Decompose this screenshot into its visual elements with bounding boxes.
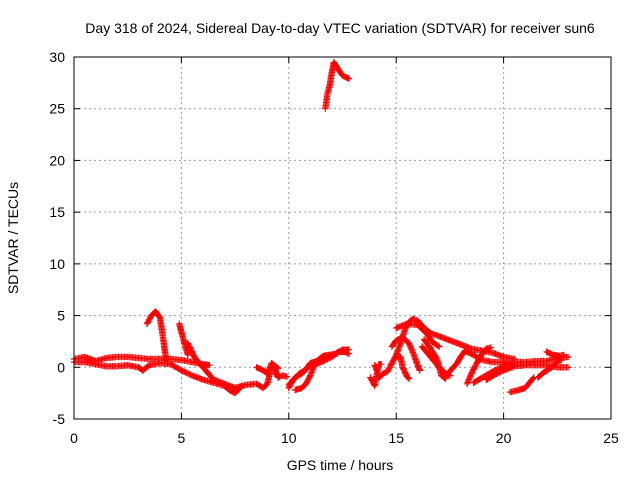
chart-title: Day 318 of 2024, Sidereal Day-to-day VTE… <box>85 20 595 36</box>
plus-markers <box>534 356 565 381</box>
plus-markers <box>371 315 518 381</box>
y-tick-label: 5 <box>57 308 65 324</box>
data-segment <box>176 320 191 359</box>
data-segment <box>70 358 245 397</box>
data-segment <box>543 348 567 360</box>
plus-markers <box>322 59 353 112</box>
y-tick-label: 0 <box>57 359 65 375</box>
data-segment <box>463 344 494 387</box>
x-tick-label: 0 <box>70 430 78 446</box>
data-segment <box>388 334 423 374</box>
plus-markers <box>388 334 423 374</box>
data-segment <box>393 353 413 382</box>
plus-markers <box>393 353 413 382</box>
x-tick-label: 15 <box>388 430 404 446</box>
y-tick-label: 10 <box>49 256 65 272</box>
plus-markers <box>285 348 353 389</box>
plus-markers <box>543 348 567 360</box>
y-axis-label: SDTVAR / TECUs <box>5 182 21 294</box>
data-segment <box>292 362 318 394</box>
data-layer <box>70 59 572 397</box>
plus-markers <box>176 320 191 359</box>
data-segment <box>420 336 449 382</box>
plus-markers <box>143 308 170 365</box>
data-segment <box>143 308 170 365</box>
plus-markers <box>420 336 449 382</box>
x-tick-label: 10 <box>281 430 297 446</box>
plot-frame <box>73 56 612 420</box>
plus-markers <box>70 358 245 397</box>
data-segment <box>506 374 537 396</box>
data-segment <box>322 59 353 112</box>
data-segment <box>285 346 353 392</box>
plus-markers <box>292 362 318 394</box>
x-axis-label: GPS time / hours <box>287 457 394 473</box>
data-segment <box>483 364 516 383</box>
plus-markers <box>253 359 282 377</box>
plus-markers <box>285 346 353 392</box>
plus-markers <box>506 374 537 396</box>
data-segment <box>253 359 282 377</box>
x-tick-label: 5 <box>178 430 186 446</box>
y-tick-label: 15 <box>49 204 65 220</box>
y-tick-label: 30 <box>49 49 65 65</box>
y-tick-label: -5 <box>53 411 66 427</box>
data-segment <box>393 320 443 350</box>
x-tick-label: 20 <box>496 430 512 446</box>
y-tick-label: 25 <box>49 101 65 117</box>
data-segment <box>371 315 518 381</box>
plus-markers <box>393 320 443 350</box>
plus-markers <box>483 364 516 383</box>
data-segment <box>285 348 353 389</box>
data-segment <box>534 356 565 381</box>
plus-markers <box>463 344 494 387</box>
y-tick-label: 20 <box>49 152 65 168</box>
x-tick-label: 25 <box>603 430 619 446</box>
